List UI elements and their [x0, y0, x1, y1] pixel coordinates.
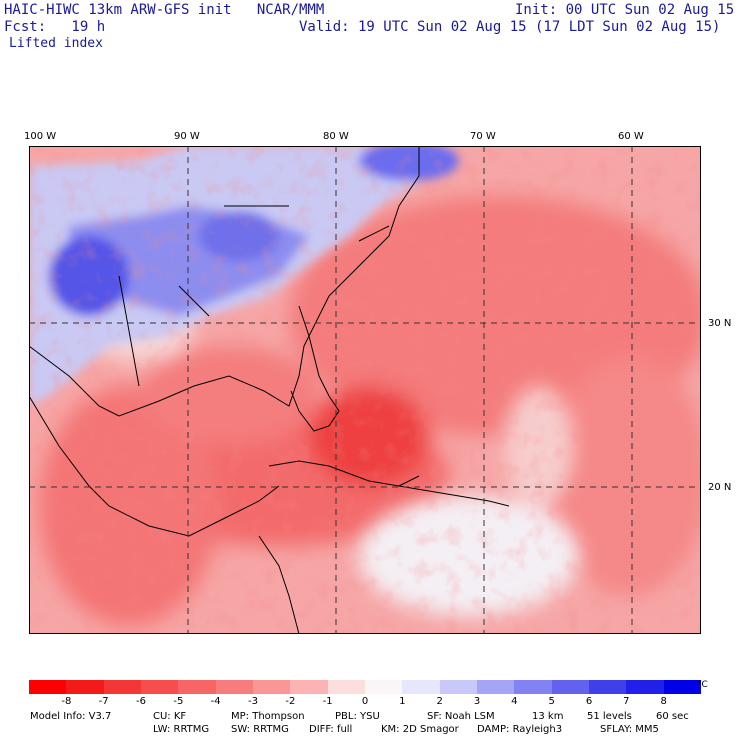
model-info-lw: LW: RRTMG — [153, 724, 210, 735]
field-name: Lifted index — [9, 36, 103, 51]
forecast-hour: Fcst: 19 h — [4, 19, 106, 35]
model-info-damp: DAMP: Rayleigh3 — [477, 724, 563, 735]
lifted-index-map — [29, 146, 701, 634]
map-frame — [29, 146, 701, 634]
colorbar-swatch — [29, 680, 67, 694]
lon-label-60w: 60 W — [618, 131, 644, 142]
model-info-sw: SW: RRTMG — [231, 724, 289, 735]
lon-label-100w: 100 W — [24, 131, 57, 142]
colorbar-swatch — [178, 680, 216, 694]
model-info-version: Model Info: V3.7 — [30, 711, 112, 722]
colorbar-swatch — [103, 680, 141, 694]
colorbar-swatch — [140, 680, 179, 694]
colorbar-tick-label: -1 — [322, 696, 333, 707]
colorbar-tick-label: -4 — [210, 696, 221, 707]
model-info-sflay: SFLAY: MM5 — [600, 724, 659, 735]
colorbar-tick-label: -8 — [61, 696, 72, 707]
colorbar-swatch — [290, 680, 328, 694]
colorbar-tick-label: -2 — [285, 696, 296, 707]
colorbar-swatch — [66, 680, 104, 694]
lat-lon-grid — [29, 146, 701, 634]
lat-label-30n: 30 N — [708, 318, 732, 329]
model-info-sf: SF: Noah LSM — [427, 711, 495, 722]
colorbar-tick-label: -7 — [98, 696, 109, 707]
colorbar-tick-label: -6 — [136, 696, 146, 707]
field-texture — [29, 146, 701, 634]
colorbar-tick-label: 2 — [436, 696, 443, 707]
model-info-km: KM: 2D Smagor — [381, 724, 459, 735]
init-time: Init: 00 UTC Sun 02 Aug 15 — [515, 2, 735, 18]
colorbar-swatch — [551, 680, 589, 694]
colorbar-tick-label: 4 — [511, 696, 518, 707]
colorbar-swatch — [327, 680, 365, 694]
colorbar-tick-label: 1 — [399, 696, 406, 707]
model-title: HAIC-HIWC 13km ARW-GFS init NCAR/MMM — [4, 2, 325, 18]
colorbar-swatch — [364, 680, 403, 694]
model-info-cu: CU: KF — [153, 711, 187, 722]
colorbar-tick-label: 5 — [548, 696, 555, 707]
colorbar — [29, 680, 701, 694]
model-info-pbl: PBL: YSU — [335, 711, 380, 722]
model-info-resolution: 13 km — [532, 711, 564, 722]
colorbar-swatch — [476, 680, 515, 694]
colorbar-tick-label: -3 — [248, 696, 258, 707]
model-info-timestep: 60 sec — [656, 711, 689, 722]
colorbar-swatch — [402, 680, 440, 694]
model-info-mp: MP: Thompson — [231, 711, 305, 722]
model-info-levels: 51 levels — [587, 711, 632, 722]
colorbar-swatch — [439, 680, 477, 694]
coastlines — [29, 146, 510, 634]
lat-label-20n: 20 N — [708, 482, 732, 493]
colorbar-swatch — [514, 680, 552, 694]
colorbar-tick-label: 0 — [361, 696, 369, 707]
colorbar-tick-label: -5 — [173, 696, 184, 707]
colorbar-tick-label: 3 — [473, 696, 481, 707]
colorbar-swatch — [663, 680, 701, 694]
colorbar-unit: °C — [697, 680, 708, 690]
colorbar-tick-label: 8 — [660, 696, 667, 707]
colorbar-swatch — [252, 680, 291, 694]
lon-label-80w: 80 W — [323, 131, 349, 142]
colorbar-swatch — [215, 680, 253, 694]
lon-label-90w: 90 W — [174, 131, 200, 142]
colorbar-tick-label: 6 — [585, 696, 593, 707]
model-info-diff: DIFF: full — [309, 724, 353, 735]
lon-label-70w: 70 W — [470, 131, 496, 142]
colorbar-swatch — [626, 680, 664, 694]
colorbar-swatch — [588, 680, 627, 694]
colorbar-tick-label: 7 — [623, 696, 630, 707]
valid-time: Valid: 19 UTC Sun 02 Aug 15 (17 LDT Sun … — [299, 19, 721, 35]
